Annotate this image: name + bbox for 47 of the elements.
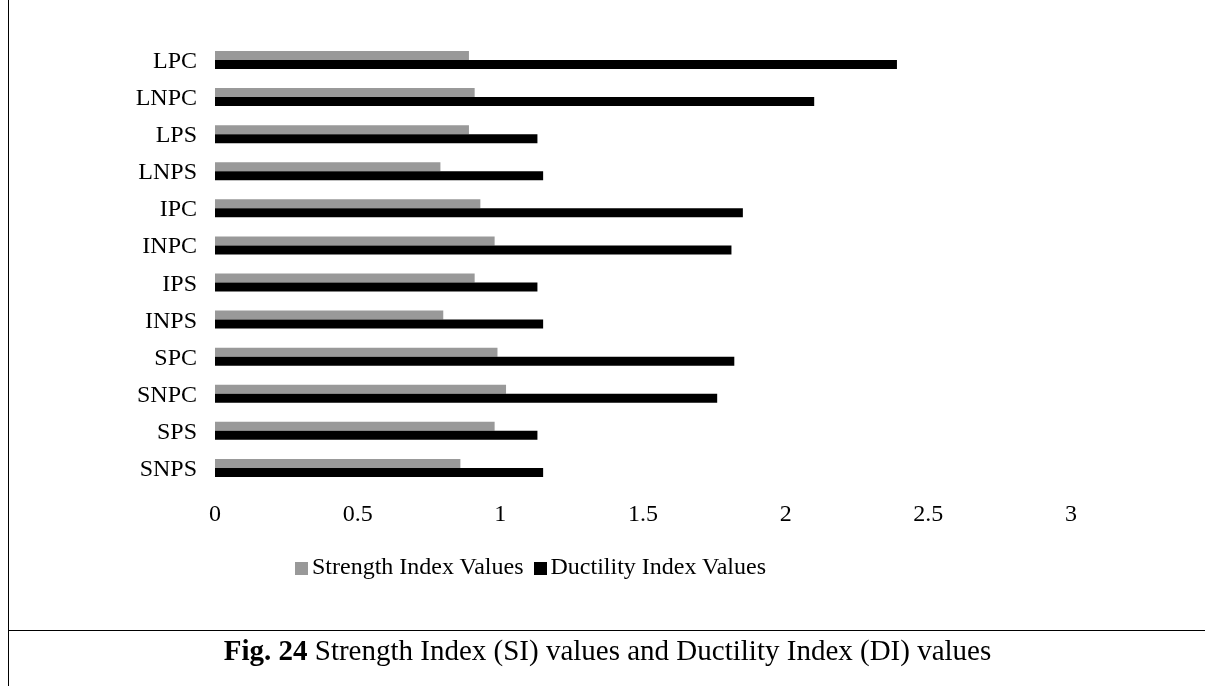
bar bbox=[215, 125, 469, 135]
legend-label: Strength Index Values bbox=[311, 553, 524, 579]
bar bbox=[215, 236, 495, 246]
y-tick-label: LNPS bbox=[138, 158, 197, 185]
bar bbox=[215, 134, 538, 144]
bar bbox=[215, 199, 481, 209]
bar bbox=[215, 393, 718, 403]
y-tick-label: SNPS bbox=[139, 454, 197, 481]
y-tick-label: INPS bbox=[144, 306, 197, 333]
y-tick-label: LNPC bbox=[135, 84, 197, 111]
y-tick-label: IPS bbox=[162, 269, 197, 296]
bar bbox=[215, 208, 743, 218]
bar bbox=[215, 430, 538, 440]
bar bbox=[215, 162, 441, 172]
bar bbox=[215, 282, 538, 292]
x-tick-label: 1 bbox=[494, 500, 507, 527]
x-tick-label: 2 bbox=[779, 500, 792, 527]
y-tick-label: INPC bbox=[142, 232, 197, 259]
x-tick-label: 3 bbox=[1065, 500, 1077, 527]
bar bbox=[215, 421, 495, 431]
y-tick-label: LPC bbox=[152, 47, 197, 74]
x-tick-label: 2.5 bbox=[913, 500, 944, 527]
y-tick-label: SPS bbox=[156, 417, 197, 444]
x-tick-label: 0.5 bbox=[342, 500, 373, 527]
bar bbox=[215, 356, 735, 366]
y-tick-label: SNPC bbox=[136, 380, 197, 407]
bar bbox=[215, 88, 475, 98]
y-tick-label: SPC bbox=[154, 343, 197, 370]
legend-label: Ductility Index Values bbox=[550, 553, 767, 579]
bar bbox=[215, 347, 498, 357]
x-tick-label: 0 bbox=[209, 500, 221, 527]
x-tick-label: 1.5 bbox=[628, 500, 658, 527]
caption: Fig. 24 bbox=[223, 634, 308, 666]
bar bbox=[215, 310, 444, 320]
bar bbox=[215, 458, 461, 468]
bar bbox=[215, 245, 732, 255]
bar bbox=[215, 51, 469, 61]
text: Strength Index (SI) values and Ductility Index (DI) values bbox=[313, 634, 992, 666]
y-tick-label: IPC bbox=[159, 195, 197, 222]
bar bbox=[215, 97, 815, 107]
y-tick-label: LPS bbox=[155, 121, 197, 148]
bar bbox=[215, 319, 544, 329]
bar bbox=[215, 384, 507, 394]
bar bbox=[215, 60, 897, 70]
bar bbox=[215, 467, 544, 477]
bar bbox=[215, 273, 475, 283]
bar bbox=[215, 171, 544, 181]
